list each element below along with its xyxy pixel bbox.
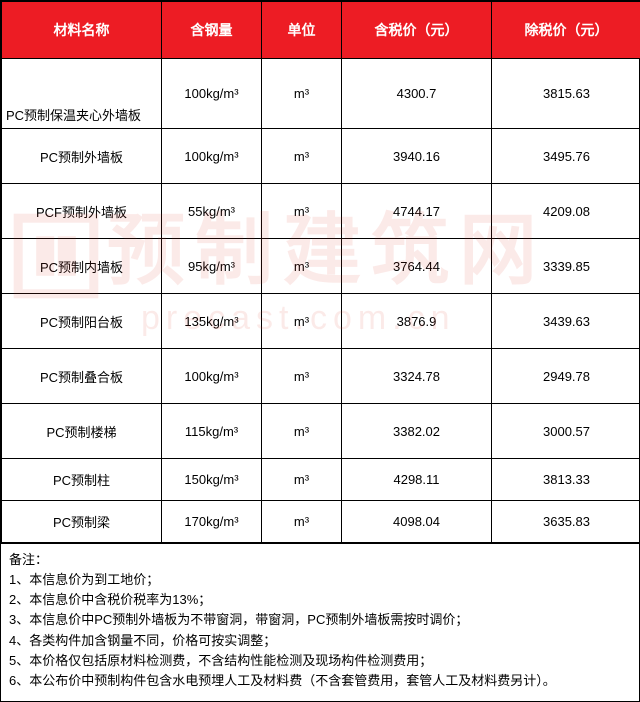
cell-name: PC预制保温夹心外墙板 <box>2 59 162 129</box>
table-row: PC预制梁170kg/m³m³4098.043635.83 <box>2 501 640 543</box>
cell-steel: 100kg/m³ <box>162 349 262 404</box>
col-header-3: 含税价（元） <box>342 2 492 59</box>
materials-price-table: 材料名称含钢量单位含税价（元）除税价（元） PC预制保温夹心外墙板100kg/m… <box>1 1 640 543</box>
cell-notax-price: 4209.08 <box>492 184 640 239</box>
cell-notax-price: 3813.33 <box>492 459 640 501</box>
cell-notax-price: 3495.76 <box>492 129 640 184</box>
table-header-row: 材料名称含钢量单位含税价（元）除税价（元） <box>2 2 640 59</box>
cell-unit: m³ <box>262 129 342 184</box>
cell-name: PCF预制外墙板 <box>2 184 162 239</box>
col-header-4: 除税价（元） <box>492 2 640 59</box>
cell-unit: m³ <box>262 459 342 501</box>
cell-steel: 170kg/m³ <box>162 501 262 543</box>
cell-unit: m³ <box>262 501 342 543</box>
notes-title: 备注： <box>9 550 631 570</box>
cell-tax-price: 3876.9 <box>342 294 492 349</box>
table-row: PC预制柱150kg/m³m³4298.113813.33 <box>2 459 640 501</box>
cell-unit: m³ <box>262 184 342 239</box>
table-row: PC预制外墙板100kg/m³m³3940.163495.76 <box>2 129 640 184</box>
table-row: PC预制内墙板95kg/m³m³3764.443339.85 <box>2 239 640 294</box>
cell-steel: 100kg/m³ <box>162 59 262 129</box>
cell-name: PC预制楼梯 <box>2 404 162 459</box>
cell-steel: 150kg/m³ <box>162 459 262 501</box>
cell-steel: 95kg/m³ <box>162 239 262 294</box>
cell-notax-price: 3815.63 <box>492 59 640 129</box>
cell-tax-price: 4298.11 <box>342 459 492 501</box>
table-body: PC预制保温夹心外墙板100kg/m³m³4300.73815.63PC预制外墙… <box>2 59 640 543</box>
cell-name: PC预制梁 <box>2 501 162 543</box>
notes-line: 4、各类构件加含钢量不同，价格可按实调整； <box>9 631 631 651</box>
notes-line: 2、本信息价中含税价税率为13%； <box>9 590 631 610</box>
cell-notax-price: 2949.78 <box>492 349 640 404</box>
table-row: PC预制保温夹心外墙板100kg/m³m³4300.73815.63 <box>2 59 640 129</box>
cell-unit: m³ <box>262 239 342 294</box>
cell-tax-price: 3382.02 <box>342 404 492 459</box>
cell-notax-price: 3339.85 <box>492 239 640 294</box>
cell-name: PC预制阳台板 <box>2 294 162 349</box>
cell-steel: 55kg/m³ <box>162 184 262 239</box>
cell-tax-price: 3940.16 <box>342 129 492 184</box>
table-row: PC预制叠合板100kg/m³m³3324.782949.78 <box>2 349 640 404</box>
cell-notax-price: 3635.83 <box>492 501 640 543</box>
price-table-container: 预制建筑网 precast.com.cn 材料名称含钢量单位含税价（元）除税价（… <box>0 0 640 702</box>
cell-notax-price: 3439.63 <box>492 294 640 349</box>
cell-name: PC预制外墙板 <box>2 129 162 184</box>
cell-tax-price: 4744.17 <box>342 184 492 239</box>
table-row: PC预制楼梯115kg/m³m³3382.023000.57 <box>2 404 640 459</box>
col-header-2: 单位 <box>262 2 342 59</box>
col-header-0: 材料名称 <box>2 2 162 59</box>
notes-section: 备注： 1、本信息价为到工地价；2、本信息价中含税价税率为13%；3、本信息价中… <box>1 543 639 701</box>
cell-tax-price: 3764.44 <box>342 239 492 294</box>
notes-line: 3、本信息价中PC预制外墙板为不带窗洞，带窗洞，PC预制外墙板需按时调价； <box>9 610 631 630</box>
cell-steel: 115kg/m³ <box>162 404 262 459</box>
cell-unit: m³ <box>262 404 342 459</box>
cell-name: PC预制叠合板 <box>2 349 162 404</box>
cell-unit: m³ <box>262 349 342 404</box>
cell-unit: m³ <box>262 294 342 349</box>
notes-line: 6、本公布价中预制构件包含水电预埋人工及材料费（不含套管费用，套管人工及材料费另… <box>9 671 631 691</box>
cell-unit: m³ <box>262 59 342 129</box>
cell-name: PC预制柱 <box>2 459 162 501</box>
cell-steel: 135kg/m³ <box>162 294 262 349</box>
notes-line: 1、本信息价为到工地价； <box>9 570 631 590</box>
col-header-1: 含钢量 <box>162 2 262 59</box>
cell-tax-price: 4300.7 <box>342 59 492 129</box>
cell-name: PC预制内墙板 <box>2 239 162 294</box>
cell-notax-price: 3000.57 <box>492 404 640 459</box>
cell-tax-price: 4098.04 <box>342 501 492 543</box>
cell-steel: 100kg/m³ <box>162 129 262 184</box>
notes-line: 5、本价格仅包括原材料检测费，不含结构性能检测及现场构件检测费用； <box>9 651 631 671</box>
table-row: PC预制阳台板135kg/m³m³3876.93439.63 <box>2 294 640 349</box>
cell-tax-price: 3324.78 <box>342 349 492 404</box>
table-row: PCF预制外墙板55kg/m³m³4744.174209.08 <box>2 184 640 239</box>
